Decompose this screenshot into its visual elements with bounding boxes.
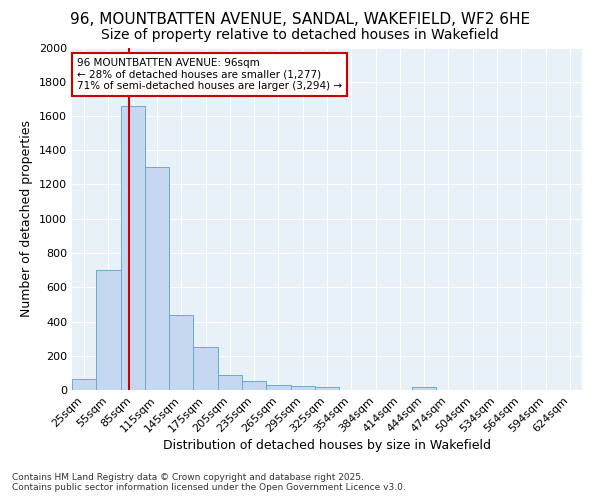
Bar	[72, 379, 96, 390]
Bar	[169, 314, 193, 390]
Bar	[315, 386, 339, 390]
Bar	[290, 386, 315, 390]
Bar	[96, 270, 121, 390]
Bar	[412, 386, 436, 390]
Bar	[121, 106, 145, 390]
Text: 96 MOUNTBATTEN AVENUE: 96sqm
← 28% of detached houses are smaller (1,277)
71% of: 96 MOUNTBATTEN AVENUE: 96sqm ← 28% of de…	[77, 58, 342, 91]
Bar	[145, 168, 169, 390]
Bar	[218, 374, 242, 390]
Text: 96, MOUNTBATTEN AVENUE, SANDAL, WAKEFIELD, WF2 6HE: 96, MOUNTBATTEN AVENUE, SANDAL, WAKEFIEL…	[70, 12, 530, 28]
Bar	[266, 385, 290, 390]
X-axis label: Distribution of detached houses by size in Wakefield: Distribution of detached houses by size …	[163, 440, 491, 452]
Bar	[242, 382, 266, 390]
Text: Contains HM Land Registry data © Crown copyright and database right 2025.
Contai: Contains HM Land Registry data © Crown c…	[12, 473, 406, 492]
Bar	[193, 347, 218, 390]
Y-axis label: Number of detached properties: Number of detached properties	[20, 120, 34, 318]
Text: Size of property relative to detached houses in Wakefield: Size of property relative to detached ho…	[101, 28, 499, 42]
